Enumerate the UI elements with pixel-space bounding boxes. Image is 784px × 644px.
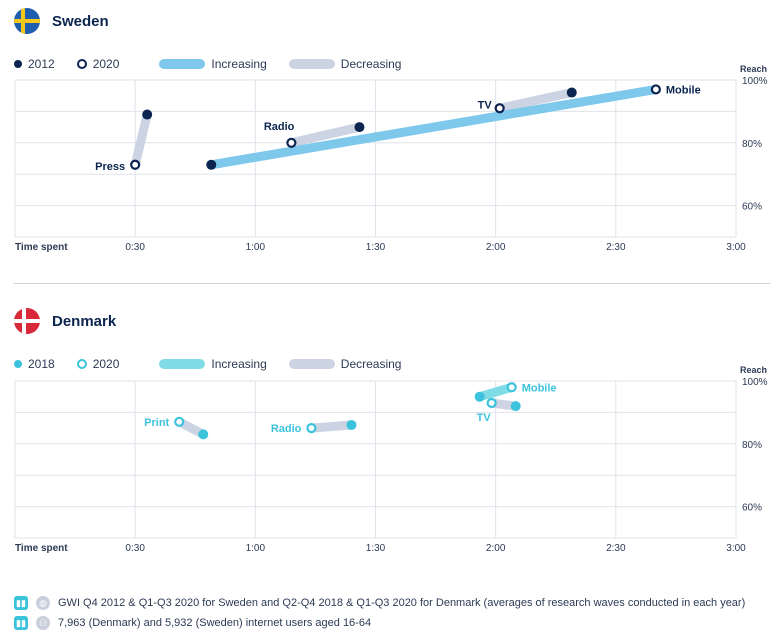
point-2020-tv [494,103,505,114]
x-tick-label: 3:00 [726,242,746,253]
y-axis-label: Reach [740,64,767,74]
legend-year-b-label: 2020 [92,57,120,71]
connector-radio [306,420,356,433]
legend-increasing: Increasing [159,357,267,371]
connector-press [130,110,152,170]
increasing-swatch-icon [159,359,206,369]
denmark-flag-icon [14,308,40,334]
people-icon: ⚇ [36,616,50,630]
label-tv: TV [477,412,492,424]
y-tick-label: 100% [742,377,768,388]
x-tick-label: 0:30 [125,543,145,554]
legend-decreasing-label: Decreasing [340,357,402,371]
point-2020-mobile [506,382,517,393]
legend-decreasing: Decreasing [288,57,402,71]
label-print: Print [144,417,169,429]
connector-mobile [206,84,661,170]
footer-base-text: 7,963 (Denmark) and 5,932 (Sweden) inter… [58,617,372,629]
x-tick-label: 2:30 [606,543,626,554]
globe-icon: ◍ [36,596,50,610]
sweden-flag-icon [14,8,40,34]
sweden-legend: 2012 2020 Increasing Decreasing [14,57,423,71]
label-mobile: Mobile [666,84,701,96]
x-tick-label: 2:00 [486,242,506,253]
increasing-swatch-icon [159,59,206,69]
chart-icon: ▮▮ [14,616,28,630]
sweden-chart: 0:30 1:00 1:30 2:00 2:30 3:00 Time spent 60% 80%… [14,64,768,253]
point-2018-tv [510,401,521,412]
label-radio: Radio [271,423,302,435]
legend-increasing-label: Increasing [211,57,267,71]
label-press: Press [95,161,125,173]
x-tick-label: 1:00 [246,543,266,554]
point-2020-print [174,416,185,427]
chart-icon: ▮▮ [14,596,28,610]
sweden-header: Sweden [14,8,109,34]
point-2020-radio [306,423,317,434]
label-radio: Radio [264,121,295,133]
connector-radio [286,122,364,148]
point-2018-radio [346,419,357,430]
point-2012-tv [566,87,577,98]
filled-dot-icon [14,60,22,68]
section-divider [14,283,770,284]
legend-increasing-label: Increasing [211,357,267,371]
connector-tv [495,88,577,113]
legend-year-a: 2012 [14,57,55,71]
y-tick-label: 60% [742,202,762,213]
legend-year-a: 2018 [14,357,55,371]
decreasing-swatch-icon [288,359,335,369]
denmark-title: Denmark [52,312,117,330]
decreasing-swatch-icon [288,59,335,69]
x-axis-label: Time spent [15,543,68,554]
legend-year-b-label: 2020 [92,357,120,371]
x-axis-label: Time spent [15,242,68,253]
legend-year-b: 2020 [76,57,120,71]
x-tick-label: 2:00 [486,543,506,554]
y-axis-label: Reach [740,365,767,375]
x-tick-label: 1:30 [366,242,386,253]
x-tick-label: 2:30 [606,242,626,253]
point-2020-press [130,159,141,170]
y-tick-label: 80% [742,139,762,150]
x-tick-label: 1:00 [246,242,266,253]
filled-dot-icon [14,360,22,368]
point-2020-mobile [650,84,661,95]
legend-year-a-label: 2012 [28,57,55,71]
y-tick-label: 60% [742,503,762,514]
label-tv: TV [478,99,493,111]
legend-decreasing: Decreasing [288,357,402,371]
ring-dot-icon [76,59,87,69]
footer-base: ▮▮ ⚇ 7,963 (Denmark) and 5,932 (Sweden) … [14,616,371,630]
footer-source-text: GWI Q4 2012 & Q1-Q3 2020 for Sweden and … [58,597,746,609]
sweden-title: Sweden [52,12,109,30]
denmark-header: Denmark [14,308,116,334]
label-mobile: Mobile [522,382,557,394]
legend-decreasing-label: Decreasing [340,57,402,71]
point-2012-mobile [206,159,217,170]
denmark-legend: 2018 2020 Increasing Decreasing [14,357,423,371]
x-tick-label: 1:30 [366,543,386,554]
point-2020-tv [486,397,497,409]
point-2018-print [198,429,209,440]
point-2018-mobile [474,391,485,402]
y-tick-label: 80% [742,440,762,451]
connector-mobile [475,382,517,402]
point-2012-press [142,109,153,120]
point-2012-radio [354,122,365,133]
footer-source: ▮▮ ◍ GWI Q4 2012 & Q1-Q3 2020 for Sweden… [14,596,745,610]
legend-increasing: Increasing [159,57,267,71]
y-tick-label: 100% [742,76,768,87]
x-tick-label: 0:30 [125,242,145,253]
point-2020-radio [286,137,297,148]
legend-year-a-label: 2018 [28,357,55,371]
x-tick-label: 3:00 [726,543,746,554]
ring-dot-icon [76,359,87,369]
legend-year-b: 2020 [76,357,120,371]
